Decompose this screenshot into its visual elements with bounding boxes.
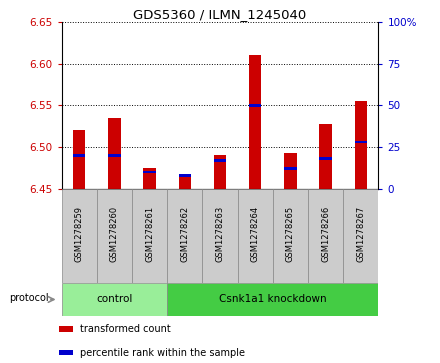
Bar [284,153,297,189]
Bar [249,55,261,189]
Bar [143,168,156,189]
Bar [62,283,167,316]
Bar [59,326,73,332]
Text: GSM1278262: GSM1278262 [180,206,189,262]
Text: GSM1278259: GSM1278259 [75,206,84,262]
Bar [62,189,97,283]
Text: Csnk1a1 knockdown: Csnk1a1 knockdown [219,294,326,305]
Bar [179,174,191,189]
Text: GSM1278263: GSM1278263 [216,206,224,262]
Bar [319,125,332,189]
Bar [284,167,297,170]
Bar [73,130,85,189]
Bar [179,174,191,177]
Bar [108,154,121,156]
Bar [132,189,167,283]
Text: protocol: protocol [9,293,49,303]
Bar [308,189,343,283]
Bar [214,159,226,162]
Bar [355,141,367,143]
Bar [273,189,308,283]
Bar [108,118,121,189]
Bar [167,283,378,316]
Text: GSM1278265: GSM1278265 [286,206,295,262]
Bar [355,101,367,189]
Bar [202,189,238,283]
Bar [97,189,132,283]
Bar [343,189,378,283]
Bar [249,104,261,106]
Bar [59,350,73,355]
Text: GSM1278261: GSM1278261 [145,206,154,262]
Text: control: control [96,294,132,305]
Bar [238,189,273,283]
Bar [319,158,332,160]
Text: percentile rank within the sample: percentile rank within the sample [80,348,245,358]
Bar [167,189,202,283]
Bar [73,154,85,156]
Bar [143,171,156,173]
Title: GDS5360 / ILMN_1245040: GDS5360 / ILMN_1245040 [133,8,307,21]
Text: GSM1278266: GSM1278266 [321,206,330,262]
Text: GSM1278264: GSM1278264 [251,206,260,262]
Text: GSM1278267: GSM1278267 [356,206,365,262]
Text: GSM1278260: GSM1278260 [110,206,119,262]
Bar [214,155,226,189]
Text: transformed count: transformed count [80,324,170,334]
